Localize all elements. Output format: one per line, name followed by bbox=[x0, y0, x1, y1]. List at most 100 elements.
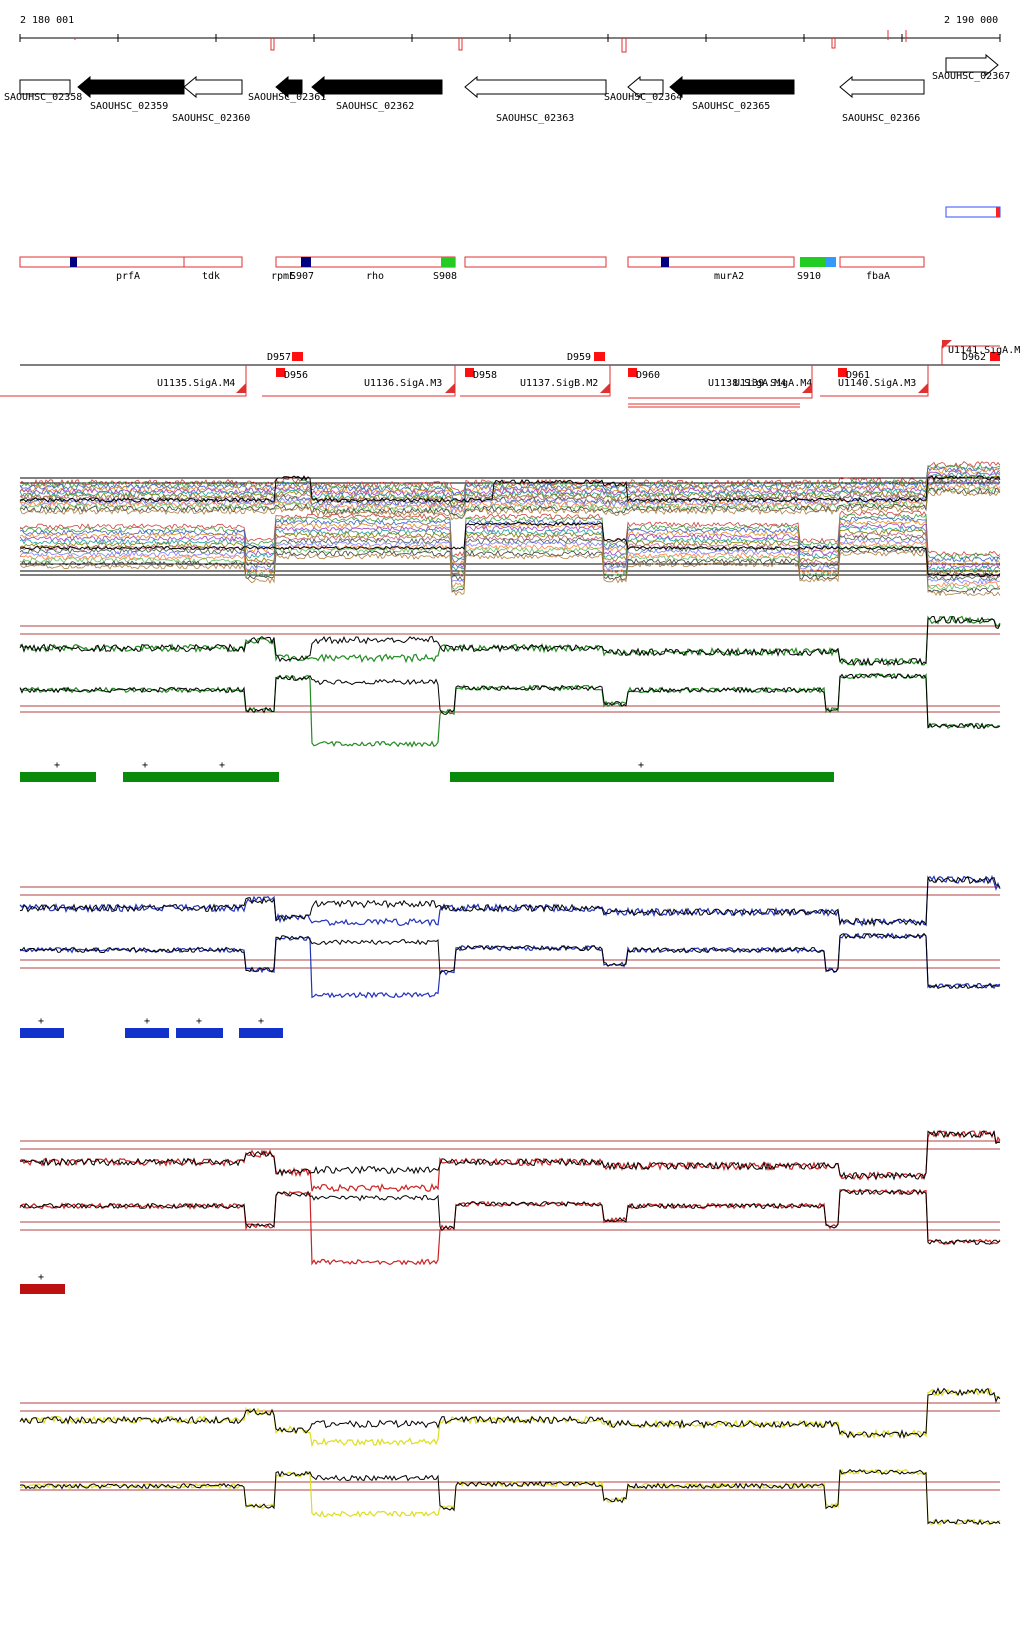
expression-line bbox=[19, 486, 1001, 519]
operon-box[interactable] bbox=[19, 256, 243, 268]
gene-label[interactable]: SAOUHSC_02359 bbox=[90, 101, 168, 112]
promoter-marker[interactable] bbox=[628, 368, 637, 377]
operon-box[interactable] bbox=[627, 256, 795, 268]
expression-line bbox=[19, 513, 1001, 560]
gene-labels: SAOUHSC_02358 SAOUHSC_02359 SAOUHSC_0236… bbox=[4, 71, 1010, 124]
gene-arrow[interactable] bbox=[945, 53, 999, 77]
expression-line bbox=[19, 615, 1001, 667]
gene-arrow[interactable] bbox=[19, 79, 71, 95]
gene-arrow[interactable] bbox=[311, 75, 443, 99]
operon-label: tdk bbox=[202, 271, 220, 282]
significant-segment[interactable] bbox=[20, 772, 96, 782]
gene-label[interactable]: SAOUHSC_02363 bbox=[496, 113, 574, 124]
expression-line bbox=[19, 469, 1001, 503]
expression-line bbox=[19, 522, 1001, 570]
expression-heat-lines-panel bbox=[19, 461, 1001, 597]
operon-label: rpmE bbox=[271, 271, 295, 282]
feature-label: D956 bbox=[284, 370, 308, 381]
operon-box[interactable] bbox=[464, 256, 607, 268]
gene-arrow[interactable] bbox=[839, 75, 925, 99]
gene-label[interactable]: SAOUHSC_02358 bbox=[4, 92, 82, 103]
ruler-end-label: 2 190 000 bbox=[944, 15, 998, 26]
gene-arrow[interactable] bbox=[627, 75, 664, 99]
expression-line bbox=[19, 521, 1001, 577]
gene-arrow[interactable] bbox=[464, 75, 607, 99]
expression-line bbox=[19, 467, 1001, 500]
feature-label: U1137.SigB.M2 bbox=[520, 378, 598, 389]
gene-arrow[interactable] bbox=[77, 75, 185, 99]
feature-label: U1136.SigA.M3 bbox=[364, 378, 442, 389]
expression-track-red bbox=[19, 1129, 1001, 1266]
expression-line bbox=[19, 534, 1000, 582]
expression-line bbox=[19, 528, 1001, 576]
segment-track-green: + + + + bbox=[20, 760, 834, 782]
gene-label[interactable]: SAOUHSC_02367 bbox=[932, 71, 1010, 82]
operon-label: prfA bbox=[116, 271, 140, 282]
expression-line bbox=[19, 525, 1001, 573]
significant-segment[interactable] bbox=[20, 1284, 65, 1294]
expression-line bbox=[19, 473, 1001, 507]
expression-line bbox=[19, 547, 1001, 594]
segment-strand-marker: + bbox=[38, 1016, 44, 1027]
srna-feature[interactable] bbox=[800, 257, 826, 267]
gene-label[interactable]: SAOUHSC_02361 bbox=[248, 92, 326, 103]
ruler-ticks bbox=[19, 34, 1001, 42]
promoter-marker[interactable] bbox=[465, 368, 474, 377]
feature-label: D961 bbox=[846, 370, 870, 381]
significant-segment[interactable] bbox=[123, 772, 279, 782]
ruler-red-markers bbox=[74, 30, 907, 53]
promoter-marker[interactable] bbox=[838, 368, 847, 377]
transcription-unit-track: D957 D956 D958 D959 D960 D961 D962 U1135… bbox=[0, 340, 1020, 408]
expression-track-blue bbox=[19, 874, 1001, 999]
feature-label: D958 bbox=[473, 370, 497, 381]
expression-line bbox=[19, 489, 1001, 521]
sigma-site-box bbox=[661, 257, 669, 267]
promoter-marker[interactable] bbox=[594, 352, 605, 361]
promoter-marker[interactable] bbox=[990, 352, 1000, 361]
gene-label[interactable]: SAOUHSC_02366 bbox=[842, 113, 920, 124]
sigma-site-box bbox=[301, 257, 311, 267]
expression-line bbox=[19, 874, 1001, 927]
expression-line bbox=[19, 463, 1001, 496]
expression-line bbox=[19, 932, 1001, 999]
operon-track: prfA tdk rpmE S907 rho S908 murA2 S910 f… bbox=[19, 206, 1001, 282]
promoter-marker[interactable] bbox=[292, 352, 303, 361]
operon-label: S910 bbox=[797, 271, 821, 282]
feature-label: U1141.SigA.M bbox=[948, 345, 1020, 356]
srna-feature[interactable] bbox=[441, 257, 455, 267]
segment-track-blue: + + + + bbox=[20, 1016, 283, 1038]
feature-label: D962 bbox=[962, 352, 986, 363]
gene-arrow[interactable] bbox=[183, 75, 243, 99]
expression-track-green bbox=[19, 615, 1001, 748]
significant-segment[interactable] bbox=[450, 772, 834, 782]
expression-line bbox=[19, 672, 1001, 748]
segment-strand-marker: + bbox=[54, 760, 60, 771]
gene-label[interactable]: SAOUHSC_02362 bbox=[336, 101, 414, 112]
feature-label: U1140.SigA.M3 bbox=[838, 378, 916, 389]
operon-box[interactable] bbox=[945, 206, 1001, 218]
operon-box[interactable] bbox=[839, 256, 925, 268]
expression-line bbox=[19, 673, 1001, 730]
gene-arrow[interactable] bbox=[275, 75, 303, 99]
segment-strand-marker: + bbox=[196, 1016, 202, 1027]
operon-label: S907 bbox=[290, 271, 314, 282]
gene-label[interactable]: SAOUHSC_02360 bbox=[172, 113, 250, 124]
segment-strand-marker: + bbox=[38, 1272, 44, 1283]
promoter-marker[interactable] bbox=[276, 368, 285, 377]
expression-line bbox=[19, 1468, 1001, 1526]
significant-segment[interactable] bbox=[176, 1028, 223, 1038]
significant-segment[interactable] bbox=[20, 1028, 64, 1038]
gene-label[interactable]: SAOUHSC_02364 bbox=[604, 92, 682, 103]
segment-strand-marker: + bbox=[219, 760, 225, 771]
significant-segment[interactable] bbox=[125, 1028, 169, 1038]
gene-arrow[interactable] bbox=[669, 75, 795, 99]
significant-segment[interactable] bbox=[239, 1028, 283, 1038]
expression-line bbox=[19, 1130, 1001, 1181]
expression-track-yellow bbox=[19, 1387, 1001, 1526]
gene-track bbox=[19, 53, 999, 99]
gene-label[interactable]: SAOUHSC_02365 bbox=[692, 101, 770, 112]
operon-label: S908 bbox=[433, 271, 457, 282]
expression-line bbox=[19, 540, 1001, 588]
operon-label: fbaA bbox=[866, 271, 890, 282]
